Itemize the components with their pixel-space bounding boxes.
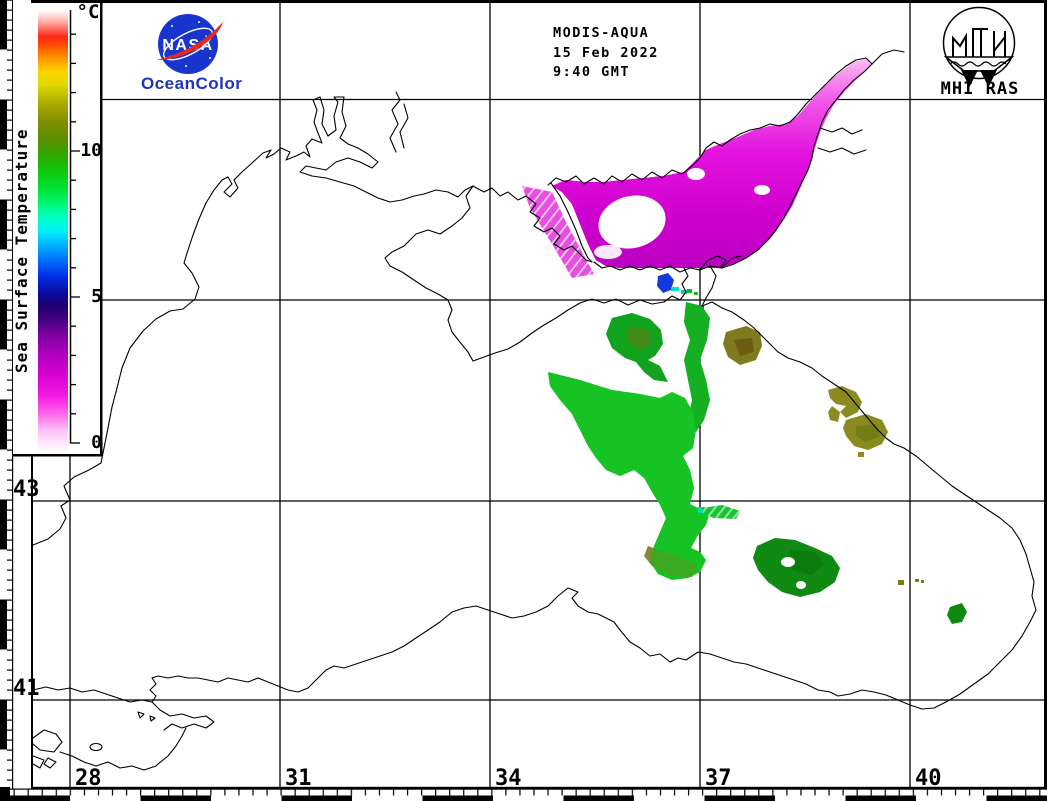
colorbar-gradient [38,10,68,453]
lon-label-28: 28 [75,766,102,791]
latitude-ruler [0,0,14,789]
nasa-wordmark: NASA [162,37,213,54]
longitude-ruler [0,787,1047,801]
coastline [32,49,1037,771]
oceancolor-brand: OceanColor [141,74,243,93]
colorbar-ticks [71,33,80,444]
colorbar-tick-label-0: 0 [91,432,102,453]
date-label: 15 Feb 2022 [553,44,659,61]
colorbar-tick-label-5: 5 [91,286,102,307]
map-frame [31,0,1047,789]
nasa-swoosh [156,22,223,61]
lon-label-40: 40 [915,766,942,791]
institute-label: MHI RAS [940,79,1020,99]
colorbar-panel [13,0,103,457]
acquisition-header: MODIS-AQUA 15 Feb 2022 9:40 GMT [553,24,659,83]
graticule [33,2,1045,788]
sst-data-azov [522,59,871,278]
sst-data-black-sea [548,273,967,624]
lat-label-41: 41 [13,676,40,701]
lon-label-37: 37 [705,766,732,791]
time-label: 9:40 GMT [553,64,631,80]
lon-label-31: 31 [285,766,312,791]
nasa-logo: NASA [156,14,223,74]
lon-label-34: 34 [495,766,522,791]
mhi-ras-logo [942,6,1016,87]
platform-label: MODIS-AQUA [553,25,650,41]
colorbar-unit-label: °C [76,1,100,23]
lat-label-43: 43 [13,477,40,502]
colorbar-title: Sea Surface Temperature [12,128,31,374]
nasa-orbit-ellipse [162,27,214,61]
colorbar-tick-label-10: 10 [80,140,102,161]
